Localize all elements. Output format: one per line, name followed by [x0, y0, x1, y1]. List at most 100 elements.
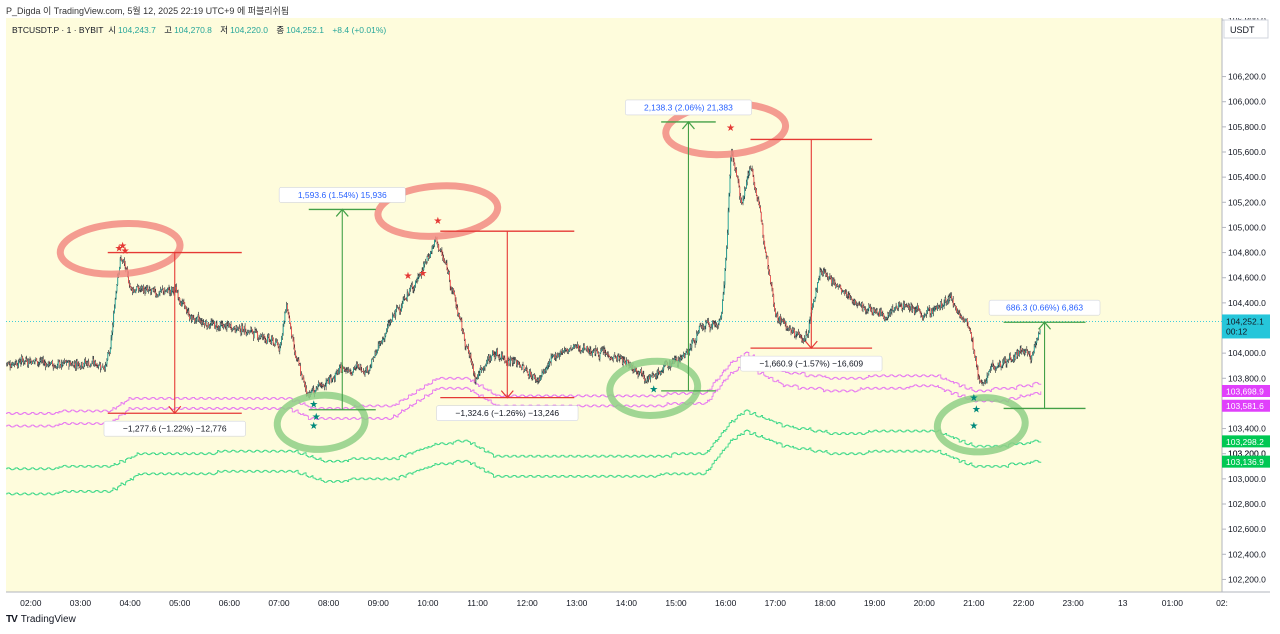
candle-up [275, 341, 277, 346]
candle-down [440, 250, 442, 251]
candle-down [935, 306, 937, 308]
candle-down [449, 272, 450, 280]
price-tag-label: 103,136.9 [1226, 457, 1264, 467]
candle-up [326, 379, 328, 381]
candle-up [710, 327, 712, 331]
candle-up [267, 337, 268, 343]
candle-up [799, 334, 801, 336]
tradingview-brand[interactable]: TV TradingView [6, 614, 76, 625]
candle-down [738, 180, 740, 187]
candle-up [369, 367, 371, 370]
candle-up [116, 285, 118, 292]
candle-up [29, 359, 31, 364]
candle-down [647, 379, 649, 381]
x-tick-label: 16:00 [715, 598, 737, 608]
candle-up [726, 247, 728, 259]
candle-up [142, 286, 143, 289]
candle-up [657, 370, 659, 376]
candle-down [908, 305, 909, 308]
candle-up [157, 294, 159, 297]
price-chart[interactable]: 106,800.0106,200.0106,000.0105,800.0105,… [6, 18, 1270, 610]
candle-up [953, 305, 955, 306]
candle-up [213, 321, 215, 323]
candle-up [963, 318, 965, 322]
candle-up [847, 294, 849, 297]
candle-down [803, 341, 804, 342]
candle-up [923, 314, 925, 317]
candle-down [575, 345, 577, 347]
candle-down [360, 365, 362, 371]
candle-down [442, 255, 444, 258]
candle-down [37, 361, 38, 365]
candle-down [554, 354, 555, 358]
candle-down [871, 308, 873, 314]
candle-up [1000, 366, 1002, 368]
measure-arrowhead [681, 121, 695, 130]
candle-down [459, 317, 461, 319]
candle-down [240, 331, 242, 333]
candle-up [639, 371, 641, 373]
candle-down [585, 348, 587, 350]
candle-up [187, 310, 189, 313]
symbol-name[interactable]: BTCUSDT.P · 1 · BYBIT [12, 25, 104, 35]
candle-down [343, 367, 345, 369]
candle-down [132, 288, 134, 292]
candle-down [778, 320, 780, 322]
candle-down [751, 168, 752, 170]
candle-down [578, 344, 579, 350]
candle-down [93, 359, 95, 364]
candle-down [22, 356, 24, 361]
candle-down [497, 349, 498, 356]
candle-up [420, 275, 421, 277]
candle-down [416, 279, 418, 281]
candle-up [819, 270, 821, 278]
candle-down [467, 346, 469, 348]
candle-down [530, 374, 532, 378]
candle-down [869, 305, 871, 307]
candle-up [432, 245, 434, 249]
candle-up [401, 303, 403, 307]
candle-up [613, 354, 615, 357]
candle-up [117, 275, 119, 285]
candle-up [984, 382, 986, 384]
candle-down [204, 323, 206, 326]
candle-down [936, 307, 938, 310]
candle-down [798, 332, 799, 334]
y-tick-label: 102,200.0 [1228, 574, 1266, 584]
candle-down [783, 320, 785, 322]
chart-frame[interactable]: 106,800.0106,200.0106,000.0105,800.0105,… [6, 18, 1270, 610]
candle-up [80, 362, 82, 369]
candle-up [688, 350, 690, 354]
candle-up [162, 288, 163, 290]
candle-down [994, 367, 996, 370]
candle-up [108, 352, 110, 354]
candle-up [85, 362, 87, 364]
candle-down [444, 261, 446, 264]
candle-up [747, 173, 749, 178]
candle-down [399, 307, 401, 312]
candle-up [546, 367, 548, 369]
candle-down [806, 332, 808, 336]
candle-up [860, 305, 862, 306]
x-tick-label: 10:00 [417, 598, 439, 608]
candle-up [297, 359, 299, 361]
envelope-lower-line [6, 409, 1042, 471]
candle-down [713, 323, 715, 326]
candle-down [674, 357, 676, 360]
x-tick-label: 17:00 [765, 598, 787, 608]
candle-up [191, 315, 193, 321]
candle-up [995, 368, 996, 370]
candle-down [270, 341, 272, 343]
candle-down [257, 332, 258, 339]
candle-down [621, 357, 622, 358]
candle-up [253, 331, 255, 339]
candle-up [582, 350, 584, 352]
candle-down [858, 303, 860, 305]
candle-down [129, 285, 131, 287]
candle-up [691, 342, 693, 348]
candle-down [905, 304, 907, 307]
candle-down [52, 361, 53, 365]
high-label: 고 [164, 25, 173, 35]
candle-down [405, 299, 407, 300]
candle-down [972, 339, 974, 349]
